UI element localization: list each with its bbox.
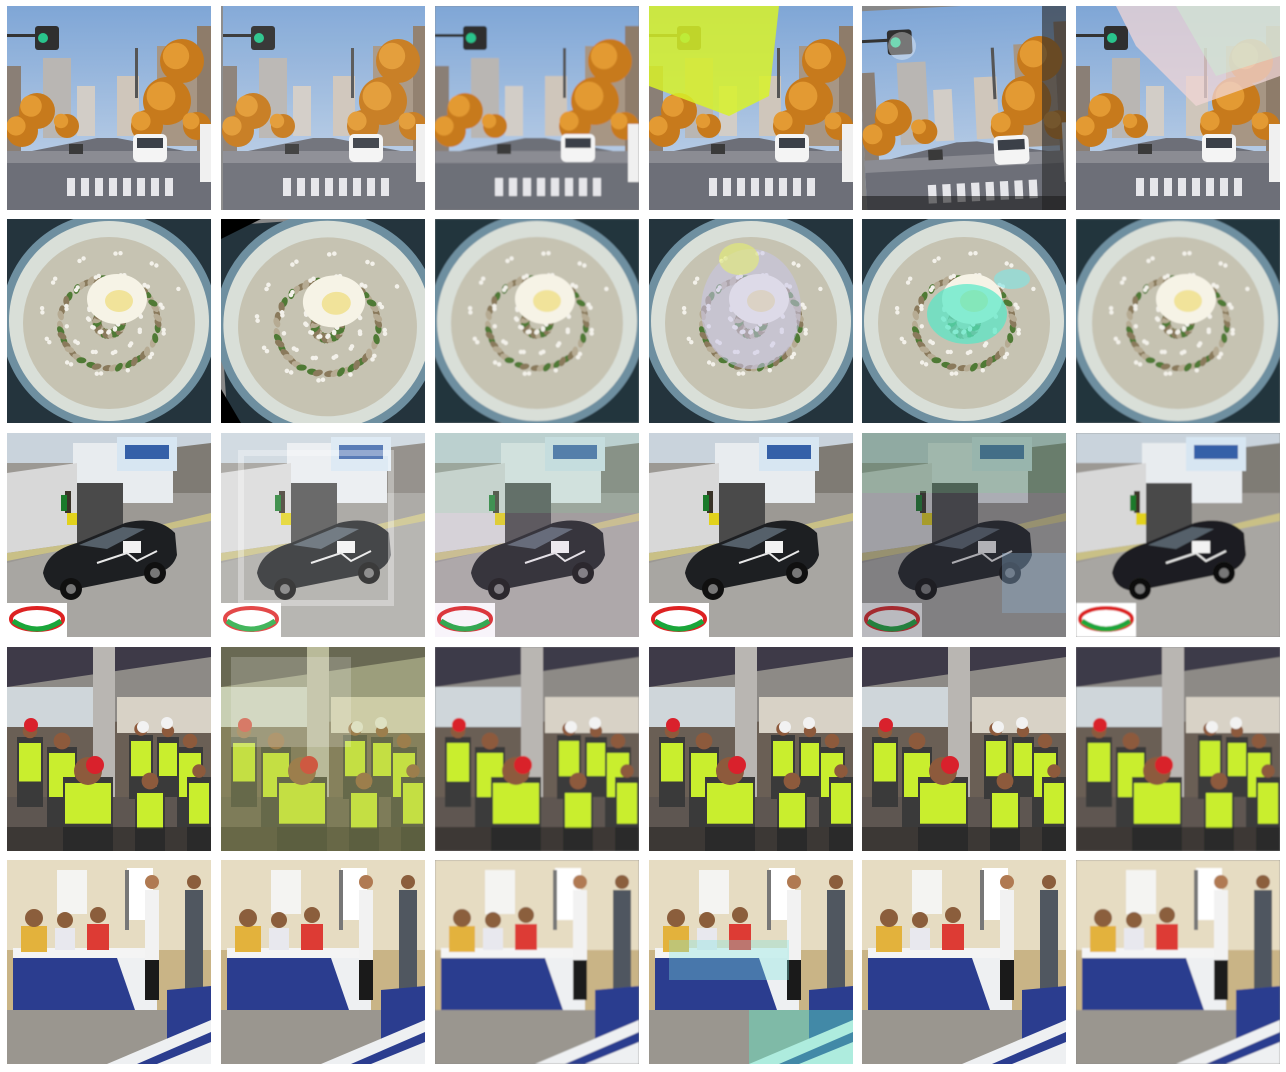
workers-safety-vests-image [7,647,211,851]
salad-bowl-image [7,219,211,423]
meeting-room-reconstruction-tile [1076,860,1280,1064]
meeting-room-image [862,860,1066,1064]
salad-bowl-image [1076,219,1280,423]
street-autumn-trees-image [862,6,1066,210]
meeting-room-reconstruction-tile [221,860,425,1064]
street-autumn-trees-image [221,6,425,210]
salad-bowl-reconstruction-tile [435,219,639,423]
street-autumn-trees-image [7,6,211,210]
rally-car-image [1076,433,1280,637]
meeting-room-original-tile [7,860,211,1064]
rally-car-reconstruction-tile [221,433,425,637]
workers-safety-vests-reconstruction-tile [862,647,1066,851]
street-autumn-trees-reconstruction-tile [862,6,1066,210]
street-autumn-trees-reconstruction-tile [649,6,853,210]
street-autumn-trees-original-tile [7,6,211,210]
salad-bowl-image [649,219,853,423]
street-autumn-trees-image [1076,6,1280,210]
rally-car-image [862,433,1066,637]
rally-car-reconstruction-tile [649,433,853,637]
meeting-room-image [1076,860,1280,1064]
workers-safety-vests-image [435,647,639,851]
rally-car-image [7,433,211,637]
workers-safety-vests-reconstruction-tile [221,647,425,851]
salad-bowl-image [221,219,425,423]
workers-safety-vests-image [862,647,1066,851]
rally-car-reconstruction-tile [862,433,1066,637]
meeting-room-reconstruction-tile [435,860,639,1064]
rally-car-reconstruction-tile [1076,433,1280,637]
salad-bowl-image [862,219,1066,423]
workers-safety-vests-original-tile [7,647,211,851]
street-autumn-trees-image [435,6,639,210]
salad-bowl-reconstruction-tile [221,219,425,423]
salad-bowl-original-tile [7,219,211,423]
salad-bowl-reconstruction-tile [649,219,853,423]
workers-safety-vests-reconstruction-tile [435,647,639,851]
rally-car-image [649,433,853,637]
meeting-room-image [221,860,425,1064]
rally-car-image [221,433,425,637]
salad-bowl-reconstruction-tile [862,219,1066,423]
workers-safety-vests-image [1076,647,1280,851]
workers-safety-vests-reconstruction-tile [1076,647,1280,851]
street-autumn-trees-reconstruction-tile [435,6,639,210]
salad-bowl-image [435,219,639,423]
workers-safety-vests-image [649,647,853,851]
street-autumn-trees-image [649,6,853,210]
meeting-room-image [649,860,853,1064]
meeting-room-image [7,860,211,1064]
street-autumn-trees-reconstruction-tile [221,6,425,210]
salad-bowl-reconstruction-tile [1076,219,1280,423]
meeting-room-reconstruction-tile [649,860,853,1064]
workers-safety-vests-image [221,647,425,851]
rally-car-original-tile [7,433,211,637]
meeting-room-image [435,860,639,1064]
rally-car-reconstruction-tile [435,433,639,637]
rally-car-image [435,433,639,637]
street-autumn-trees-reconstruction-tile [1076,6,1280,210]
meeting-room-reconstruction-tile [862,860,1066,1064]
workers-safety-vests-reconstruction-tile [649,647,853,851]
